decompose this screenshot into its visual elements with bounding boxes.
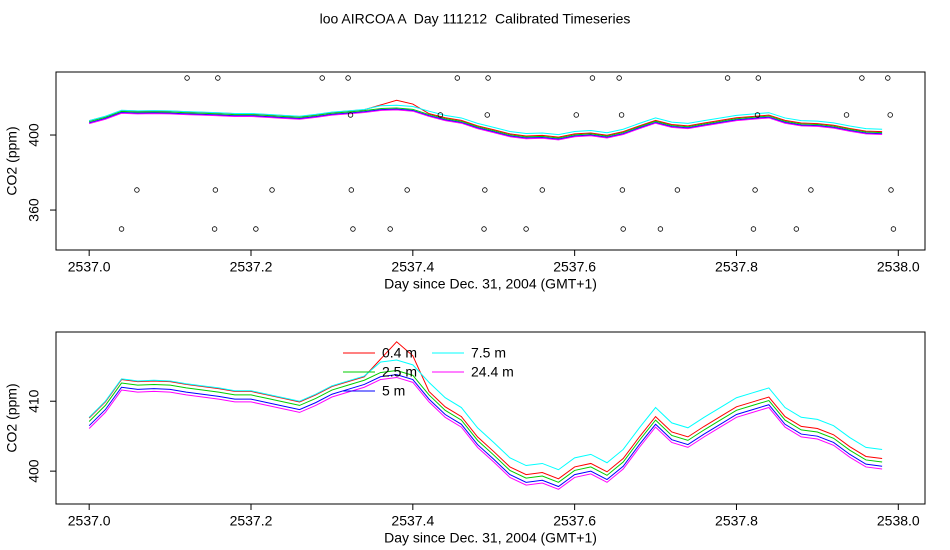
data-point [319, 75, 325, 81]
y-tick-label: 360 [26, 198, 42, 222]
data-point [184, 75, 190, 81]
legend-label: 0.4 m [382, 345, 417, 361]
x-tick-label: 2537.4 [391, 259, 434, 275]
data-point [620, 226, 626, 232]
data-point [253, 226, 259, 232]
legend-label: 7.5 m [471, 345, 506, 361]
data-point [481, 226, 487, 232]
data-point [890, 226, 897, 232]
data-line [89, 108, 883, 140]
x-tick-label: 2538.0 [877, 259, 920, 275]
data-point [539, 187, 545, 193]
x-tick-label: 2537.0 [68, 259, 111, 275]
data-line [89, 109, 883, 141]
data-point [345, 75, 351, 81]
x-tick-label: 2537.2 [230, 513, 273, 529]
data-point [755, 75, 762, 81]
y-tick-label: 410 [26, 389, 42, 413]
data-point [887, 112, 893, 118]
data-point [657, 226, 664, 232]
data-point [350, 226, 356, 232]
data-point [484, 112, 490, 118]
data-point [573, 112, 579, 118]
legend-label: 24.4 m [471, 364, 514, 380]
x-tick-label: 2537.0 [68, 513, 111, 529]
x-axis-title: Day since Dec. 31, 2004 (GMT+1) [384, 530, 597, 546]
data-point [888, 187, 894, 193]
data-point [885, 75, 891, 81]
data-point [437, 112, 444, 118]
data-point [843, 112, 850, 118]
page-title: loo AIRCOA A Day 111212 Calibrated Times… [320, 11, 631, 27]
x-tick-label: 2537.8 [715, 259, 758, 275]
data-point [724, 75, 731, 81]
data-point [752, 187, 758, 193]
data-point [454, 75, 461, 81]
x-tick-label: 2537.6 [553, 259, 596, 275]
data-point [674, 187, 681, 193]
data-point [215, 75, 221, 81]
data-point [482, 187, 488, 193]
data-point [619, 187, 626, 193]
data-point [793, 226, 800, 232]
data-point [859, 75, 865, 81]
data-point [523, 226, 529, 232]
data-line [88, 369, 883, 483]
data-line [88, 341, 883, 480]
x-axis-title: Day since Dec. 31, 2004 (GMT+1) [384, 276, 597, 292]
data-line [88, 359, 883, 471]
data-point [134, 187, 140, 193]
data-point [348, 187, 355, 193]
data-point [269, 187, 275, 193]
y-axis-title: CO2 (ppm) [4, 126, 20, 195]
y-tick-label: 400 [26, 459, 42, 483]
data-point [212, 187, 219, 193]
data-line [89, 107, 883, 139]
x-tick-label: 2537.4 [391, 513, 434, 529]
y-tick-label: 400 [26, 123, 42, 147]
data-point [211, 226, 218, 232]
x-tick-label: 2537.8 [715, 513, 758, 529]
legend-label: 5 m [382, 383, 405, 399]
data-point [750, 226, 757, 232]
data-line [88, 374, 883, 488]
data-point [618, 112, 625, 118]
legend-label: 2.5 m [382, 364, 417, 380]
data-point [404, 187, 410, 193]
data-point [387, 226, 393, 232]
data-line [88, 376, 883, 490]
data-point [589, 75, 596, 81]
x-tick-label: 2537.6 [553, 513, 596, 529]
x-tick-label: 2538.0 [877, 513, 920, 529]
data-line [89, 104, 883, 136]
data-point [485, 75, 491, 81]
x-tick-label: 2537.2 [230, 259, 273, 275]
y-axis-title: CO2 (ppm) [4, 383, 20, 452]
data-point [616, 75, 622, 81]
data-point [754, 112, 761, 118]
data-point [808, 187, 814, 193]
data-point [347, 112, 354, 118]
data-point [118, 226, 125, 232]
